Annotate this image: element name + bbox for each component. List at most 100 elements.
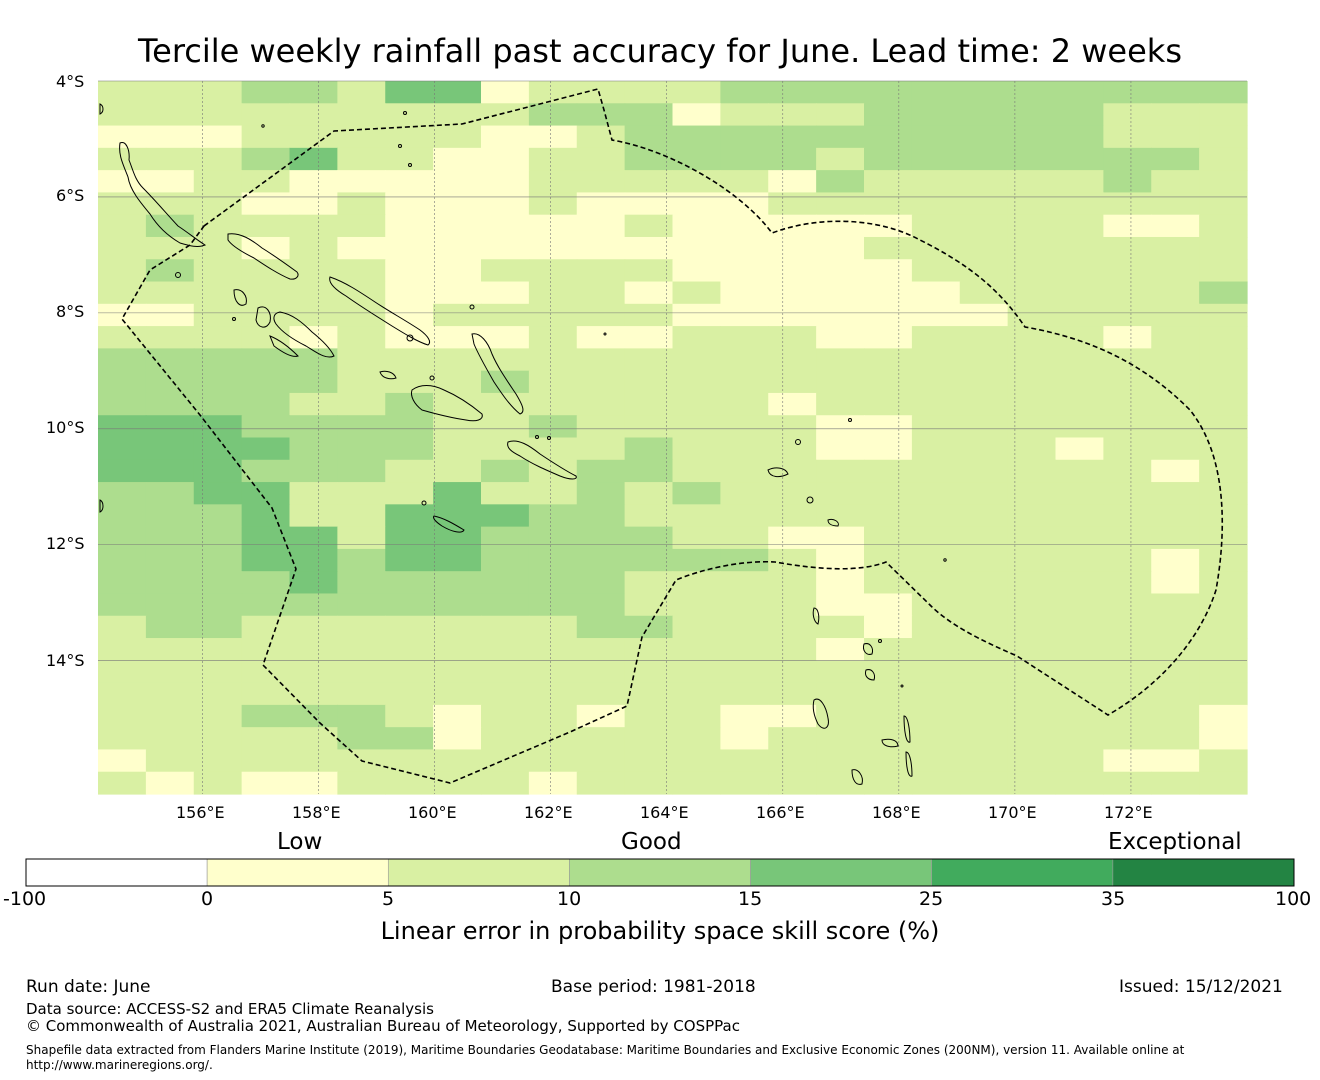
grid-cell — [289, 348, 338, 372]
grid-cell — [1103, 103, 1152, 127]
lon-label-166e: 166°E — [756, 803, 805, 822]
grid-cell — [911, 214, 961, 238]
grid-cell — [768, 482, 817, 505]
grid-cell — [816, 192, 865, 216]
grid-cell — [672, 81, 721, 104]
grid-cell — [624, 214, 674, 238]
grid-cell — [1103, 348, 1152, 372]
grid-cell — [289, 571, 338, 595]
grid-cell — [241, 459, 291, 483]
grid-cell — [911, 504, 961, 528]
grid-cell — [481, 771, 530, 795]
grid-cell — [433, 682, 482, 706]
grid-cell — [145, 615, 195, 639]
grid-cell — [911, 682, 961, 706]
grid-cell — [145, 103, 195, 127]
grid-cell — [768, 615, 817, 639]
grid-cell — [1007, 660, 1057, 684]
grid-cell — [624, 392, 674, 416]
grid-cell — [193, 682, 243, 706]
grid-cell — [528, 504, 578, 528]
grid-cell — [1007, 348, 1057, 372]
grid-cell — [1151, 437, 1200, 461]
grid-cell — [528, 81, 578, 104]
grid-cell — [864, 771, 913, 795]
grid-cell — [1199, 615, 1248, 639]
grid-cell — [1199, 704, 1248, 728]
colorbar-tick: -100 — [3, 888, 47, 910]
grid-cell — [98, 638, 147, 661]
grid-cell — [576, 281, 626, 305]
grid-cell — [1007, 370, 1057, 394]
grid-cell — [481, 81, 530, 104]
grid-cell — [98, 326, 147, 349]
grid-cell — [385, 281, 434, 305]
grid-cell — [385, 103, 434, 127]
grid-cell — [241, 326, 291, 349]
grid-cell — [768, 660, 817, 684]
grid-cell — [145, 771, 195, 795]
grid-cell — [1151, 236, 1200, 260]
grid-cell — [1103, 192, 1152, 216]
grid-cell — [481, 370, 530, 394]
grid-cell — [672, 303, 721, 327]
grid-cell — [576, 638, 626, 661]
grid-cell — [768, 103, 817, 127]
grid-cell — [1151, 638, 1200, 661]
grid-cell — [864, 660, 913, 684]
grid-cell — [1007, 170, 1057, 194]
colorbar-tick: 10 — [557, 888, 582, 910]
grid-cell — [576, 682, 626, 706]
grid-cell — [1007, 682, 1057, 706]
grid-cell — [1055, 638, 1104, 661]
grid-cell — [768, 437, 817, 461]
colorbar-segment — [387, 858, 570, 887]
grid-cell — [433, 259, 482, 283]
grid-cell — [768, 771, 817, 795]
grid-cell — [337, 392, 386, 416]
grid-cell — [720, 704, 769, 728]
grid-cell — [145, 348, 195, 372]
grid-cell — [1151, 259, 1200, 283]
grid-cell — [816, 125, 865, 149]
grid-cell — [1055, 81, 1104, 104]
grid-cell — [193, 437, 243, 461]
grid-cell — [624, 615, 674, 639]
colorbar-segment — [1112, 858, 1295, 887]
grid-cell — [289, 593, 338, 617]
grid-cell — [193, 303, 243, 327]
grid-cell — [481, 192, 530, 216]
grid-cell — [1055, 749, 1104, 773]
grid-cell — [528, 615, 578, 639]
grid-cell — [481, 704, 530, 728]
grid-cell — [959, 749, 1009, 773]
grid-cell — [289, 147, 338, 171]
grid-cell — [337, 660, 386, 684]
grid-cell — [528, 326, 578, 349]
grid-cell — [911, 704, 961, 728]
grid-cell — [1055, 727, 1104, 751]
grid-cell — [385, 259, 434, 283]
grid-cell — [385, 326, 434, 349]
grid-cell — [1055, 482, 1104, 505]
grid-cell — [98, 348, 147, 372]
grid-cell — [385, 303, 434, 327]
grid-cell — [576, 771, 626, 795]
grid-cell — [289, 103, 338, 127]
grid-cell — [1199, 392, 1248, 416]
grid-cell — [289, 771, 338, 795]
grid-cell — [624, 704, 674, 728]
lat-label-12s: 12°S — [46, 534, 85, 553]
grid-cell — [433, 482, 482, 505]
grid-cell — [289, 259, 338, 283]
grid-cell — [385, 749, 434, 773]
grid-cell — [1055, 125, 1104, 149]
grid-cell — [98, 392, 147, 416]
grid-cell — [576, 192, 626, 216]
grid-cell — [911, 727, 961, 751]
colorbar-segment — [206, 858, 389, 887]
grid-cell — [1055, 593, 1104, 617]
grid-cell — [433, 704, 482, 728]
grid-cell — [145, 326, 195, 349]
